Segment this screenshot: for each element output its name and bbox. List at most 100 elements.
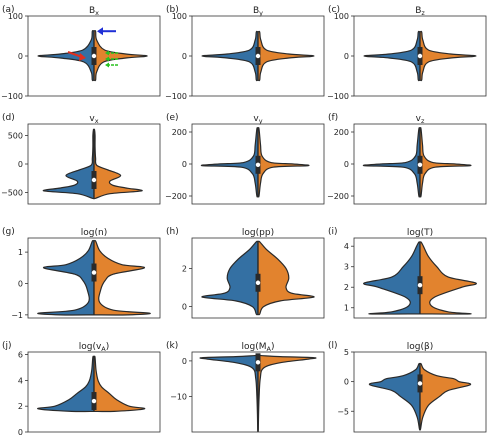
violin-left-half xyxy=(37,29,95,82)
panel-title: log(MA) xyxy=(242,342,275,353)
y-tick-label: 6 xyxy=(18,351,23,360)
panel-d: (d) vx −500 0 500 xyxy=(1,113,161,205)
axes-frame xyxy=(353,237,487,319)
violin-left-half xyxy=(201,30,259,82)
violin-right-half xyxy=(93,29,148,82)
violin-right-half xyxy=(419,127,472,198)
panel-j: (j) log(vA) 0 2 4 6 xyxy=(2,341,161,436)
violin-left-half xyxy=(363,241,421,315)
y-tick-label: 0 xyxy=(344,52,349,61)
panel-label: (h) xyxy=(166,227,179,237)
median-marker xyxy=(255,280,261,285)
panel-label: (d) xyxy=(2,113,15,123)
violin-left-half xyxy=(199,354,259,432)
violin-right-half xyxy=(257,240,315,316)
panel-title: By xyxy=(253,6,263,17)
panel-label: (c) xyxy=(328,5,340,15)
y-tick-label: 500 xyxy=(8,131,23,140)
median-marker xyxy=(255,53,261,59)
panel-title: Bx xyxy=(89,6,99,17)
y-tick-label: 0 xyxy=(18,52,23,61)
y-tick-label: −100 xyxy=(1,92,23,101)
median-marker xyxy=(255,162,261,167)
violin-left-half xyxy=(37,239,95,316)
panel-title: vy xyxy=(253,114,262,125)
violin-right-half xyxy=(419,241,477,315)
median-marker xyxy=(417,381,423,386)
blue-arrow xyxy=(97,27,116,36)
y-tick-label: −500 xyxy=(1,189,23,198)
y-tick-label: 0 xyxy=(18,279,23,288)
y-tick-label: −1 xyxy=(11,311,23,320)
violin-left-half xyxy=(363,30,421,82)
panel-title: log(T) xyxy=(407,228,433,238)
y-tick-label: 5 xyxy=(344,348,349,357)
panel-g: (g) log(n) −1 0 1 xyxy=(2,227,161,320)
y-tick-label: 0 xyxy=(18,160,23,169)
median-marker xyxy=(417,282,423,288)
panel-label: (b) xyxy=(166,5,179,15)
panel-title: log(vA) xyxy=(79,342,110,353)
panel-k: (k) log(MA) −10 0 xyxy=(166,341,325,433)
panel-label: (j) xyxy=(2,341,12,351)
y-tick-label: 0 xyxy=(182,303,187,312)
y-tick-label: −100 xyxy=(165,92,187,101)
axes-frame xyxy=(27,351,161,433)
violin-right-half xyxy=(257,127,310,198)
y-tick-label: 2 xyxy=(182,264,187,273)
violin-right-half xyxy=(93,239,151,316)
panel-label: (a) xyxy=(2,5,15,15)
violin-right-half xyxy=(419,362,472,431)
median-marker xyxy=(91,177,97,183)
violin-left-half xyxy=(42,128,95,200)
panel-label: (g) xyxy=(2,227,15,237)
panel-title: log(β) xyxy=(407,342,434,352)
panel-h: (h) log(pp) 0 2 xyxy=(166,227,325,319)
y-tick-label: −200 xyxy=(327,192,349,201)
y-tick-label: 200 xyxy=(334,128,349,137)
panel-label: (i) xyxy=(328,227,338,237)
median-marker xyxy=(91,398,97,404)
panel-title: Bz xyxy=(415,6,425,17)
y-tick-label: 100 xyxy=(172,12,187,21)
y-tick-label: −10 xyxy=(170,392,187,401)
median-marker xyxy=(417,162,423,167)
y-tick-label: −5 xyxy=(337,407,349,416)
panel-a: (a) Bx −100 0 100 xyxy=(1,5,161,101)
y-tick-label: 2 xyxy=(18,402,23,411)
axes-frame xyxy=(27,237,161,319)
y-tick-label: −200 xyxy=(165,192,187,201)
violin-left-half xyxy=(201,240,259,316)
panel-b: (b) By −100 0 100 xyxy=(165,5,325,101)
panel-label: (k) xyxy=(166,341,178,351)
y-tick-label: 4 xyxy=(344,242,349,251)
y-tick-label: 0 xyxy=(182,160,187,169)
panel-f: (f) vz −200 0 200 xyxy=(327,113,487,205)
y-tick-label: 200 xyxy=(172,128,187,137)
violin-right-half xyxy=(257,30,315,82)
y-tick-label: 0 xyxy=(182,357,187,366)
violin-right-half xyxy=(93,355,146,413)
violin-left-half xyxy=(37,355,95,413)
y-tick-label: 3 xyxy=(344,263,349,272)
panel-c: (c) Bz −100 0 100 xyxy=(327,5,487,101)
violin-right-half xyxy=(257,354,317,432)
median-marker xyxy=(91,53,97,59)
red-arrow xyxy=(67,51,86,61)
violin-right-half xyxy=(93,128,143,200)
y-tick-label: 2 xyxy=(344,283,349,292)
violin-left-half xyxy=(362,127,421,198)
panel-label: (l) xyxy=(328,341,338,351)
y-tick-label: 4 xyxy=(18,376,23,385)
panel-i: (i) log(T) 1 2 3 4 xyxy=(328,227,487,319)
y-tick-label: 100 xyxy=(8,12,23,21)
panel-label: (f) xyxy=(328,113,338,123)
green-arrows xyxy=(105,50,118,68)
panel-l: (l) log(β) −5 0 5 xyxy=(328,341,487,433)
panel-title: vz xyxy=(416,114,425,125)
median-marker xyxy=(91,270,97,275)
violin-right-half xyxy=(419,30,477,82)
panel-e: (e) vy −200 0 200 xyxy=(165,113,325,205)
median-marker xyxy=(255,360,261,365)
